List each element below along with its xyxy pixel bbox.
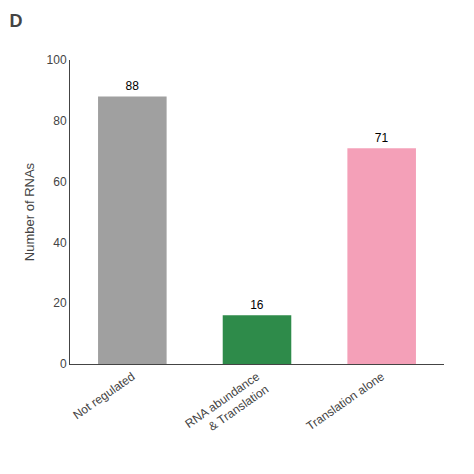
- svg-text:Not regulated: Not regulated: [70, 369, 137, 422]
- svg-text:100: 100: [47, 53, 67, 67]
- svg-text:D: D: [9, 11, 22, 31]
- svg-text:60: 60: [53, 175, 67, 189]
- svg-text:Number of RNAs: Number of RNAs: [22, 162, 37, 261]
- svg-text:71: 71: [375, 131, 389, 145]
- svg-text:40: 40: [53, 236, 67, 250]
- svg-text:16: 16: [250, 298, 264, 312]
- svg-text:80: 80: [53, 114, 67, 128]
- svg-text:RNA abundance& Translation: RNA abundance& Translation: [183, 369, 272, 444]
- svg-text:20: 20: [53, 296, 67, 310]
- svg-text:Translation alone: Translation alone: [304, 369, 387, 433]
- svg-text:0: 0: [60, 357, 67, 371]
- svg-text:88: 88: [125, 79, 139, 93]
